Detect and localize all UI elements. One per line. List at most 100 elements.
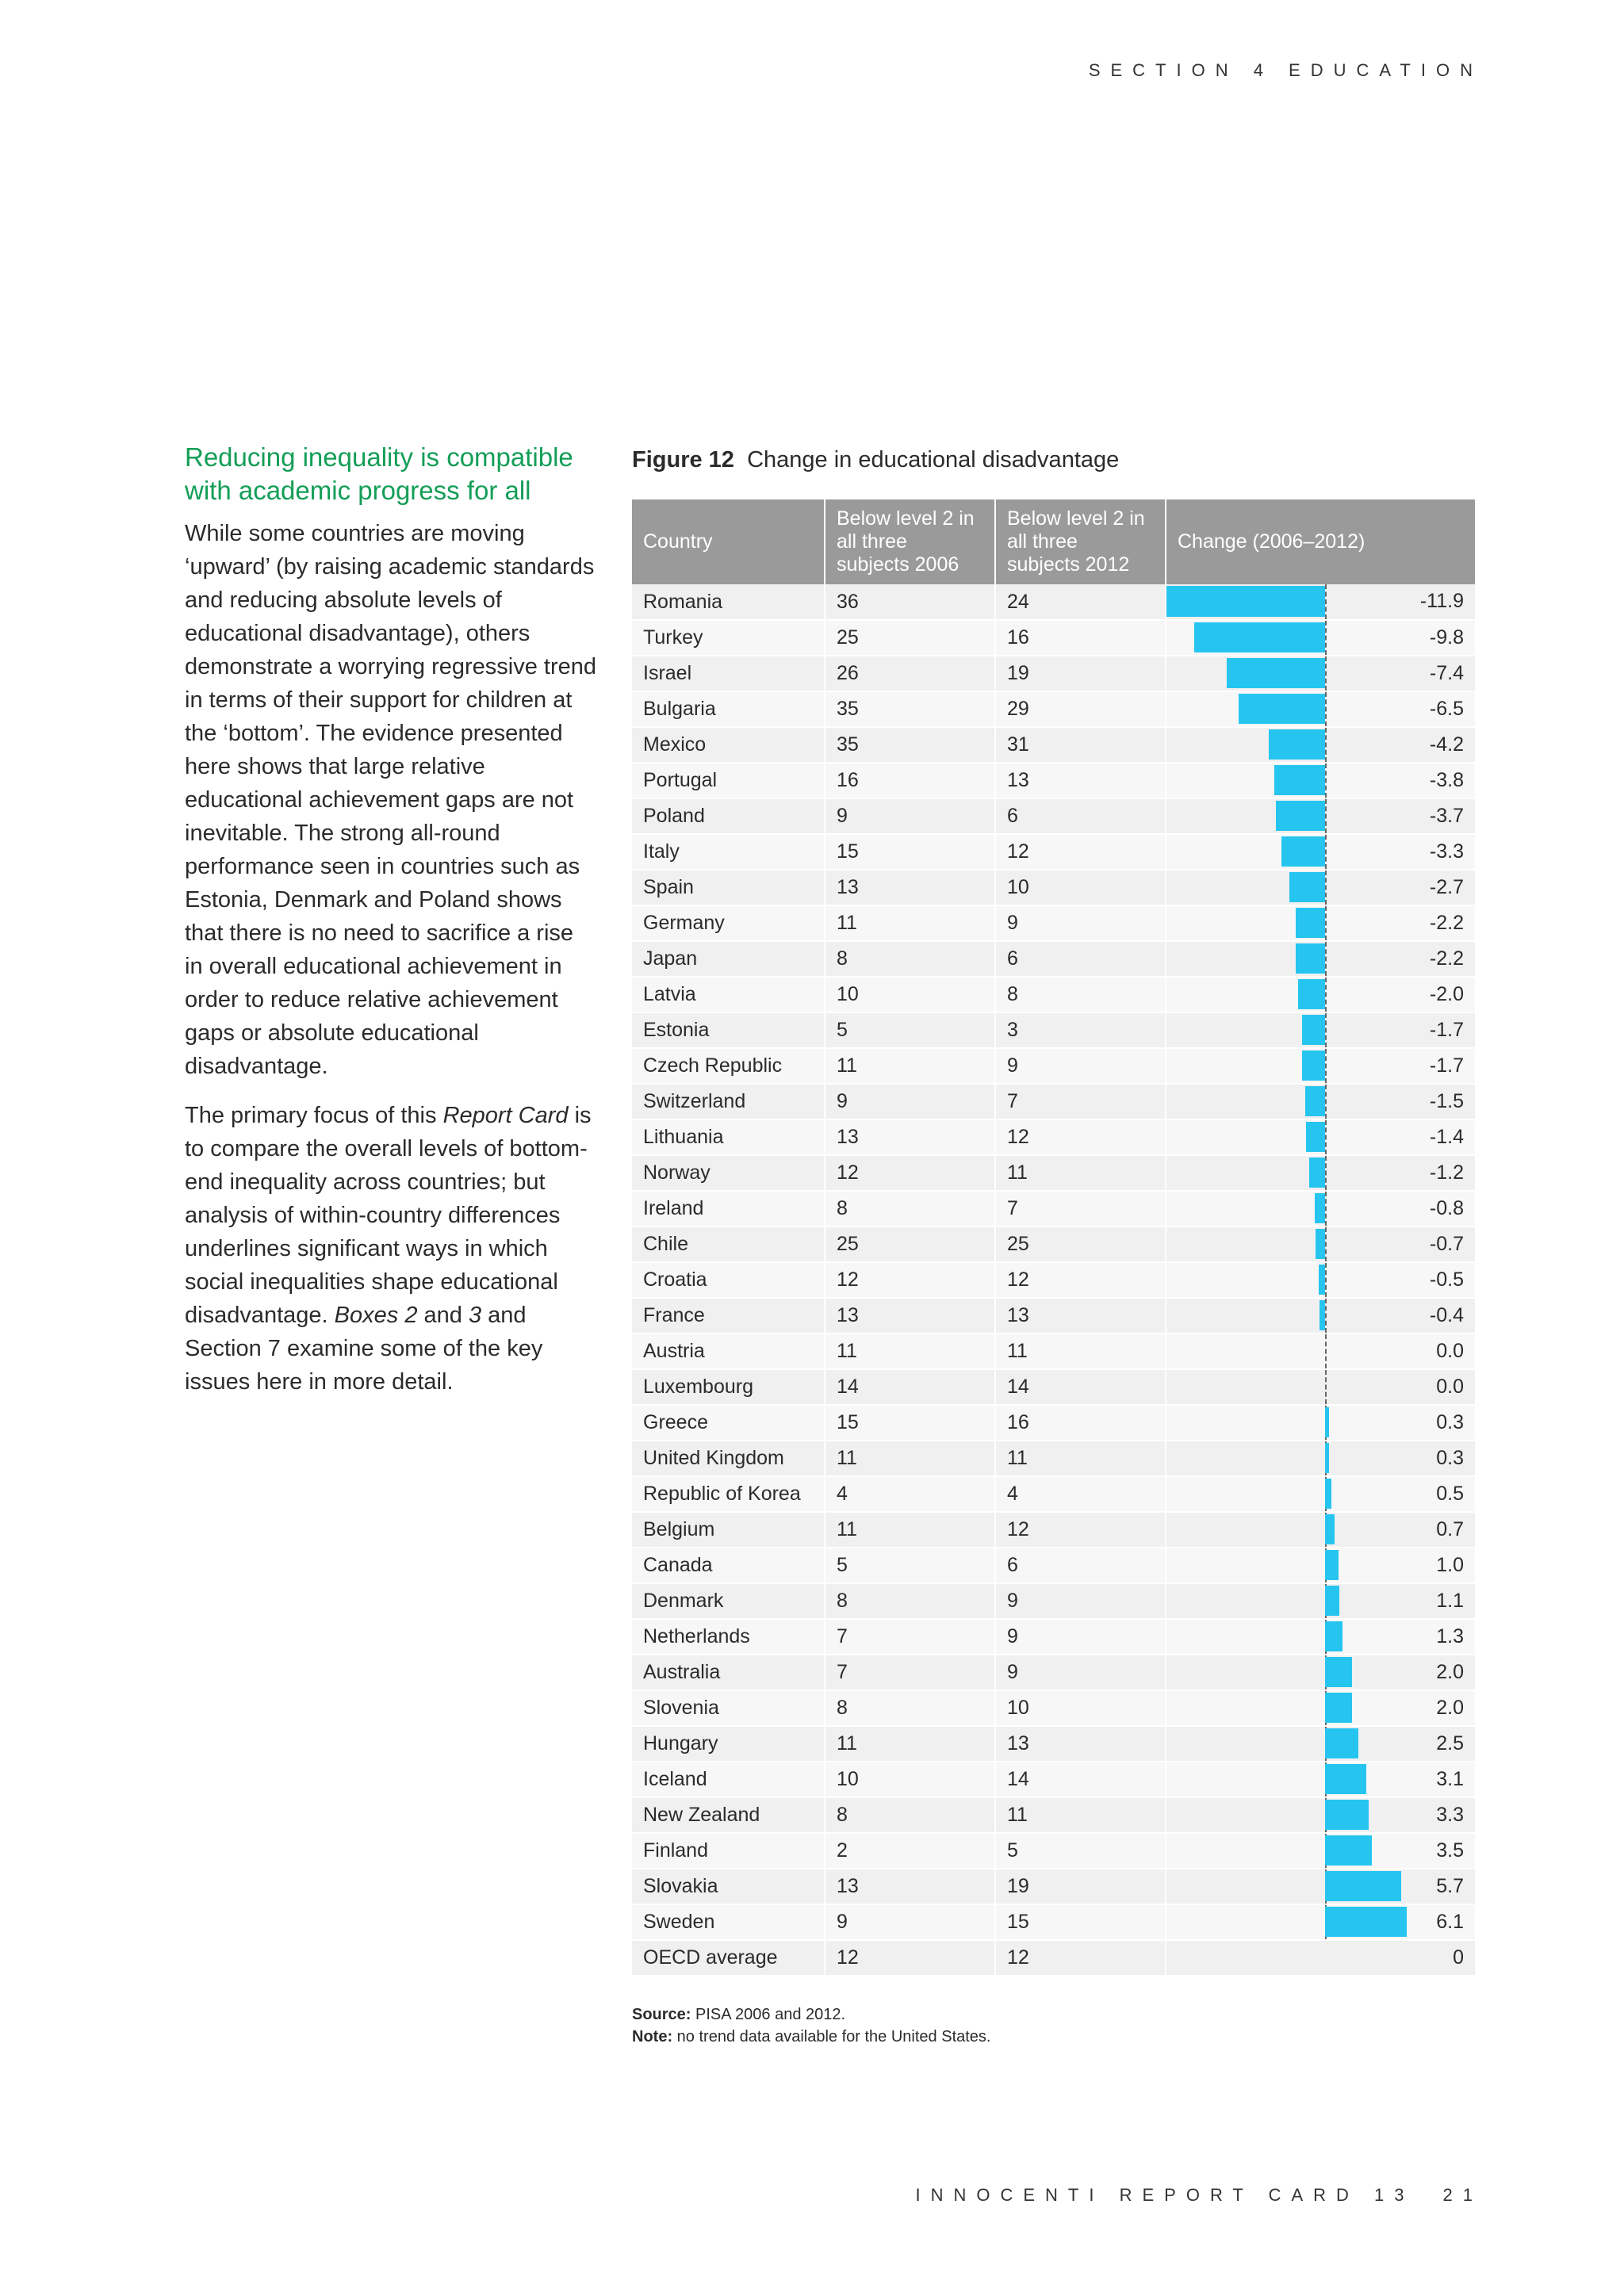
- change-value: -1.7: [1429, 1054, 1464, 1077]
- zero-line: [1325, 1192, 1327, 1225]
- change-value: 0: [1453, 1946, 1464, 1969]
- country-cell: Romania: [632, 584, 825, 621]
- page-number: 21: [1442, 2185, 1483, 2205]
- table-row: Chile 25 25 -0.7: [632, 1226, 1475, 1263]
- change-bar: [1314, 1193, 1325, 1223]
- table-body: Romania 36 24 -11.9 Turkey 25 16 -9.8 Israel 26 19…: [632, 584, 1475, 1976]
- change-cell: -1.7: [1166, 1012, 1475, 1049]
- sidebar-text: Reducing inequality is compatible with a…: [185, 441, 597, 1414]
- footer-report: INNOCENTI REPORT CARD 13: [915, 2185, 1415, 2205]
- change-cell: -2.0: [1166, 977, 1475, 1013]
- zero-line: [1325, 871, 1327, 904]
- change-cell: -1.7: [1166, 1048, 1475, 1085]
- change-value: 0.0: [1436, 1340, 1464, 1362]
- value-2012-cell: 5: [995, 1833, 1166, 1869]
- box-3-italic: 3: [468, 1303, 482, 1328]
- table-row: OECD average 12 12 0: [632, 1940, 1475, 1976]
- zero-line: [1325, 1370, 1327, 1403]
- value-2006-cell: 9: [825, 1084, 996, 1120]
- value-2006-cell: 8: [825, 1191, 996, 1227]
- value-2012-cell: 11: [995, 1155, 1166, 1192]
- change-cell: 1.3: [1166, 1619, 1475, 1655]
- value-2006-cell: 8: [825, 1583, 996, 1620]
- value-2012-cell: 19: [995, 656, 1166, 692]
- change-bar: [1325, 1479, 1332, 1509]
- note-text: no trend data available for the United S…: [676, 2028, 991, 2045]
- change-value: 0.3: [1436, 1411, 1464, 1433]
- value-2012-cell: 31: [995, 727, 1166, 763]
- table-header-row: Country Below level 2 in all three subje…: [632, 499, 1475, 584]
- value-2006-cell: 25: [825, 620, 996, 656]
- zero-line: [1325, 621, 1327, 654]
- change-value: 5.7: [1436, 1875, 1464, 1897]
- change-value: 1.0: [1436, 1554, 1464, 1576]
- boxes-2-italic: Boxes 2: [334, 1303, 418, 1328]
- value-2012-cell: 14: [995, 1369, 1166, 1406]
- zero-line: [1325, 728, 1327, 761]
- value-2006-cell: 14: [825, 1369, 996, 1406]
- zero-line: [1325, 978, 1327, 1011]
- p2-text-a: The primary focus of this: [185, 1103, 443, 1128]
- value-2006-cell: 11: [825, 1334, 996, 1370]
- table-row: Belgium 11 12 0.7: [632, 1512, 1475, 1548]
- value-2006-cell: 12: [825, 1262, 996, 1299]
- change-cell: -1.4: [1166, 1119, 1475, 1156]
- change-cell: -2.2: [1166, 941, 1475, 978]
- change-bar: [1238, 694, 1325, 724]
- table-row: Italy 15 12 -3.3: [632, 834, 1475, 871]
- column-header-2012: Below level 2 in all three subjects 2012: [995, 499, 1166, 584]
- value-2012-cell: 9: [995, 1048, 1166, 1085]
- country-cell: Portugal: [632, 763, 825, 799]
- section-header: SECTION 4 EDUCATION: [1088, 60, 1483, 80]
- table-row: France 13 13 -0.4: [632, 1298, 1475, 1334]
- change-cell: 0.5: [1166, 1476, 1475, 1513]
- zero-line: [1325, 1299, 1327, 1332]
- value-2006-cell: 12: [825, 1940, 996, 1976]
- zero-line: [1325, 1085, 1327, 1118]
- value-2006-cell: 11: [825, 1512, 996, 1548]
- change-cell: 1.1: [1166, 1583, 1475, 1620]
- column-header-country: Country: [632, 499, 825, 584]
- value-2012-cell: 4: [995, 1476, 1166, 1513]
- country-cell: Hungary: [632, 1726, 825, 1762]
- zero-line: [1325, 1156, 1327, 1189]
- change-bar: [1281, 836, 1325, 867]
- value-2006-cell: 8: [825, 1797, 996, 1834]
- change-bar: [1298, 979, 1325, 1009]
- country-cell: Croatia: [632, 1262, 825, 1299]
- value-2006-cell: 5: [825, 1548, 996, 1584]
- value-2006-cell: 2: [825, 1833, 996, 1869]
- zero-line: [1325, 656, 1327, 690]
- country-cell: Spain: [632, 870, 825, 906]
- table-row: Republic of Korea 4 4 0.5: [632, 1476, 1475, 1513]
- zero-line: [1325, 1227, 1327, 1261]
- table-row: Germany 11 9 -2.2: [632, 905, 1475, 942]
- figure-label: Figure 12: [632, 447, 734, 473]
- change-bar: [1320, 1300, 1325, 1330]
- value-2012-cell: 12: [995, 1119, 1166, 1156]
- value-2012-cell: 12: [995, 834, 1166, 871]
- value-2006-cell: 25: [825, 1226, 996, 1263]
- change-cell: 3.3: [1166, 1797, 1475, 1834]
- value-2012-cell: 13: [995, 1726, 1166, 1762]
- table-row: Ireland 8 7 -0.8: [632, 1191, 1475, 1227]
- change-value: -2.2: [1429, 947, 1464, 970]
- change-bar: [1318, 1265, 1325, 1295]
- change-cell: 0: [1166, 1940, 1475, 1976]
- zero-line: [1325, 799, 1327, 832]
- table-row: Estonia 5 3 -1.7: [632, 1012, 1475, 1049]
- change-value: -3.7: [1429, 805, 1464, 827]
- change-bar: [1325, 1657, 1352, 1687]
- table-row: Australia 7 9 2.0: [632, 1655, 1475, 1691]
- country-cell: Slovakia: [632, 1869, 825, 1905]
- change-cell: -3.3: [1166, 834, 1475, 871]
- source-line: Source: PISA 2006 and 2012.: [632, 2003, 1475, 2026]
- change-cell: 5.7: [1166, 1869, 1475, 1905]
- value-2012-cell: 10: [995, 1690, 1166, 1727]
- table-row: Norway 12 11 -1.2: [632, 1155, 1475, 1192]
- change-cell: 2.5: [1166, 1726, 1475, 1762]
- country-cell: Greece: [632, 1405, 825, 1441]
- country-cell: Norway: [632, 1155, 825, 1192]
- value-2012-cell: 25: [995, 1226, 1166, 1263]
- change-value: -0.7: [1429, 1233, 1464, 1255]
